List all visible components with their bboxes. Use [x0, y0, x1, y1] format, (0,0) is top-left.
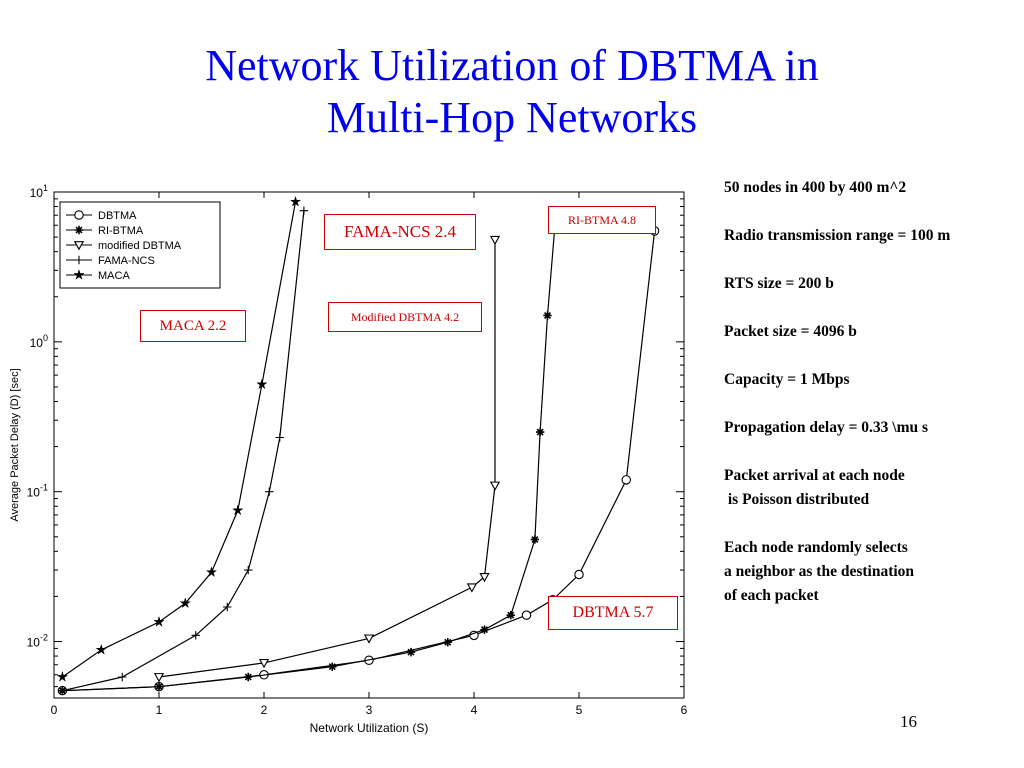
callout-ri-btma: RI-BTMA 4.8 — [548, 206, 656, 234]
callout-fama-ncs: FAMA-NCS 2.4 — [324, 214, 476, 250]
marker-circle — [621, 475, 631, 485]
marker-plus — [223, 602, 232, 612]
note-packet-size: Packet size = 4096 b — [724, 323, 857, 340]
series-line-fama-ncs — [62, 210, 305, 692]
marker-triangle — [479, 572, 490, 583]
marker-triangle — [73, 241, 85, 251]
y-tick-label: 101 — [30, 183, 48, 200]
y-axis-label: Average Packet Delay (D) [sec] — [9, 368, 21, 521]
marker-asterisk — [480, 625, 489, 634]
marker-plus — [191, 631, 200, 640]
marker-triangle — [153, 673, 165, 683]
marker-circle — [469, 630, 479, 641]
simulation-parameters: 50 nodes in 400 by 400 m^2 Radio transmi… — [724, 176, 1024, 608]
title-line-2: Multi-Hop Networks — [326, 93, 698, 142]
x-axis-label: Network Utilization (S) — [310, 721, 429, 735]
x-tick-label: 3 — [366, 703, 373, 717]
marker-plus — [299, 206, 309, 215]
legend-entry: MACA — [98, 270, 130, 282]
marker-asterisk — [506, 610, 515, 620]
marker-triangle — [489, 481, 501, 491]
y-tick-label: 10-2 — [27, 633, 48, 650]
marker-asterisk — [543, 311, 552, 320]
x-tick-label: 6 — [681, 703, 688, 717]
marker-circle — [521, 610, 532, 620]
marker-plus — [58, 686, 67, 695]
marker-star — [289, 195, 302, 207]
marker-star — [73, 268, 85, 280]
marker-asterisk — [244, 672, 253, 682]
x-tick-label: 2 — [261, 703, 268, 717]
marker-asterisk — [154, 682, 164, 691]
marker-triangle — [489, 235, 501, 246]
legend-entry: FAMA-NCS — [98, 255, 155, 267]
legend: DBTMA RI-BTMA modified DBTMA FAMA-NCS MACA — [59, 201, 221, 289]
y-tick-label: 10-1 — [27, 483, 48, 500]
y-tick-label: 100 — [30, 333, 48, 350]
marker-plus — [275, 433, 284, 442]
note-arrival: Packet arrival at each node is Poisson d… — [724, 467, 905, 508]
x-tick-label: 1 — [156, 703, 163, 717]
marker-triangle — [258, 659, 270, 669]
note-capacity: Capacity = 1 Mbps — [724, 371, 850, 388]
marker-star — [179, 597, 192, 609]
series-line-ri-btma — [62, 227, 556, 692]
legend-entry: modified DBTMA — [98, 240, 182, 252]
note-range: Radio transmission range = 100 m — [724, 227, 951, 244]
legend-entry: RI-BTMA — [98, 225, 144, 237]
marker-circle — [574, 569, 584, 580]
marker-plus — [118, 672, 127, 682]
marker-plus — [265, 487, 274, 496]
note-destination: Each node randomly selects a neighbor as… — [724, 539, 915, 604]
series-modified-dbtma — [153, 235, 501, 683]
marker-asterisk — [406, 647, 416, 657]
note-propagation: Propagation delay = 0.33 \mu s — [724, 419, 929, 436]
title-line-1: Network Utilization of DBTMA in — [205, 41, 819, 90]
slide-title: Network Utilization of DBTMA in Multi-Ho… — [0, 40, 1024, 144]
x-tick-label: 4 — [471, 703, 478, 717]
marker-star — [56, 670, 69, 682]
marker-asterisk — [530, 535, 540, 544]
marker-circle — [74, 210, 84, 220]
callout-modified-dbtma: Modified DBTMA 4.2 — [328, 302, 482, 332]
marker-asterisk — [535, 427, 545, 437]
marker-star — [153, 615, 165, 627]
marker-plus — [244, 565, 253, 575]
x-tick-label: 0 — [51, 703, 58, 717]
x-tick-label: 5 — [576, 703, 583, 717]
marker-asterisk — [74, 225, 84, 235]
note-nodes: 50 nodes in 400 by 400 m^2 — [724, 179, 907, 196]
series-maca — [56, 195, 302, 682]
callout-maca: MACA 2.2 — [140, 310, 246, 342]
note-rts-size: RTS size = 200 b — [724, 275, 834, 292]
slide-number: 16 — [900, 712, 917, 731]
series-fama-ncs — [58, 206, 309, 695]
callout-dbtma: DBTMA 5.7 — [548, 596, 678, 630]
marker-triangle — [466, 583, 478, 593]
marker-plus — [74, 255, 84, 265]
series-ri-btma — [58, 223, 560, 695]
marker-star — [95, 643, 108, 655]
marker-asterisk — [328, 662, 337, 671]
marker-star — [231, 504, 244, 516]
marker-asterisk — [443, 637, 452, 647]
marker-star — [256, 378, 268, 390]
legend-entry: DBTMA — [98, 210, 137, 222]
series-line-maca — [62, 201, 297, 678]
delay-chart: 0 1 2 3 4 5 6 10-2 10-1 100 101 Network Utilization… — [9, 183, 688, 735]
marker-triangle — [363, 634, 375, 644]
marker-star — [205, 566, 218, 578]
